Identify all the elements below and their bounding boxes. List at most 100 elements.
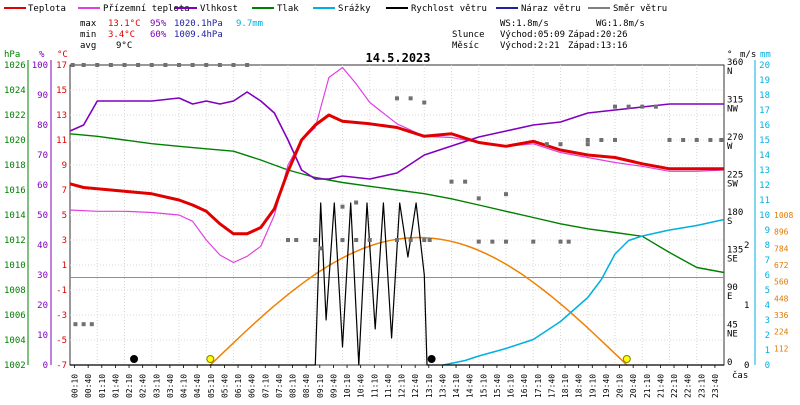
info-sun-label: Slunce	[452, 30, 485, 40]
wind-direction-point	[504, 239, 508, 244]
time-tick-label: 21:40	[656, 374, 665, 398]
rain-tick-label: 16	[759, 121, 770, 131]
direction-tick-name: SE	[727, 255, 738, 265]
legend-naraz-vetru: Náraz větru	[521, 4, 581, 14]
wind-direction-point	[81, 63, 86, 67]
info-moonrise: Východ:2:21	[500, 41, 560, 51]
rain-tick-label: 20	[759, 61, 770, 71]
rain-tick-label: 7	[765, 256, 770, 266]
legend-prizemni-teplota: Přízemní teplota	[103, 4, 190, 14]
legend-teplota: Teplota	[28, 4, 66, 14]
time-tick-label: 10:40	[357, 374, 366, 398]
info-wg: WG:1.8m/s	[596, 19, 645, 29]
wind-direction-point	[613, 138, 617, 142]
rain-tick-label: 18	[759, 91, 770, 101]
time-tick-label: 03:10	[152, 374, 161, 398]
rain-tick-label: 10	[759, 211, 770, 221]
legend-rychlost-vetru: Rychlost větru	[411, 4, 487, 14]
wind-direction-point	[81, 322, 86, 327]
rain-tick-label: 2	[765, 331, 770, 341]
temp-tick-label: 9	[62, 161, 67, 171]
rain-right-tick-label: 1008	[774, 211, 793, 220]
time-tick-label: 01:10	[98, 374, 107, 398]
direction-tick-name: SW	[727, 180, 738, 190]
direction-tick-label: 270	[727, 133, 743, 143]
series-vlhkost	[69, 91, 724, 180]
direction-tick-label: 90	[727, 283, 738, 293]
wind-direction-point	[667, 138, 672, 142]
sunset-marker	[622, 355, 631, 363]
time-tick-label: 19:40	[602, 374, 611, 398]
wind-direction-point	[204, 63, 209, 67]
rain-tick-label: 0	[765, 361, 770, 371]
rain-tick-label: 3	[765, 316, 770, 326]
time-tick-label: 21:10	[643, 374, 652, 398]
direction-tick-name: NE	[727, 330, 738, 340]
unit-pressure: hPa	[4, 50, 20, 60]
rain-right-tick-label: 112	[774, 344, 789, 353]
wind-direction-point	[585, 138, 590, 142]
unit-rain: mm	[760, 50, 771, 60]
legend-srazky: Srážky	[338, 4, 371, 14]
wind-direction-point	[626, 104, 631, 109]
stat-max-hum: 95%	[150, 19, 167, 29]
stat-max-label: max	[80, 19, 97, 29]
direction-tick-label: 360	[727, 58, 743, 68]
direction-tick-label: 315	[727, 96, 743, 106]
pressure-tick-label: 1008	[4, 286, 26, 296]
rain-tick-label: 11	[759, 196, 770, 206]
rain-right-tick-label: 224	[774, 328, 789, 337]
rain-tick-label: 6	[765, 271, 770, 281]
rain-tick-label: 17	[759, 106, 770, 116]
direction-tick-label: 135	[727, 246, 743, 256]
time-tick-label: 20:10	[616, 374, 625, 398]
wind-direction-point	[354, 200, 359, 205]
info-moon-label: Měsíc	[452, 41, 479, 51]
stat-max-rain: 9.7mm	[236, 19, 263, 29]
wind-tick-label: 2	[744, 241, 749, 251]
humidity-tick-label: 0	[43, 361, 48, 371]
direction-tick-name: NW	[727, 105, 738, 115]
wind-direction-point	[340, 238, 345, 242]
humidity-tick-label: 40	[37, 241, 48, 251]
time-tick-label: 12:40	[411, 374, 420, 398]
info-block: WS:1.8m/s WG:1.8m/s Slunce Východ:05:09 …	[452, 19, 645, 51]
wind-direction-point	[395, 238, 399, 242]
time-tick-label: 18:10	[561, 374, 570, 398]
wind-direction-point	[694, 138, 699, 142]
moonset-marker	[427, 355, 436, 363]
humidity-tick-label: 30	[37, 271, 48, 281]
wind-direction-point	[149, 63, 154, 67]
chart-title: 14.5.2023	[365, 51, 430, 65]
pressure-tick-label: 1012	[4, 236, 26, 246]
wind-direction-point	[422, 238, 427, 242]
direction-tick-name: E	[727, 292, 732, 302]
time-tick-label: 16:40	[520, 374, 529, 398]
temp-tick-label: 3	[62, 236, 67, 246]
wind-direction-point	[708, 138, 713, 142]
humidity-tick-label: 70	[37, 151, 48, 161]
time-tick-label: 04:10	[180, 374, 189, 398]
time-tick-label: 11:10	[370, 374, 379, 398]
wind-direction-point	[95, 63, 100, 67]
rain-right-tick-label: 448	[774, 294, 789, 303]
wind-direction-point	[463, 179, 468, 184]
time-tick-label: 08:40	[302, 374, 311, 398]
series-rychlost-vetru	[70, 202, 724, 366]
direction-tick-label: 180	[727, 208, 743, 218]
wind-direction-point	[544, 142, 549, 147]
series-srazky	[443, 218, 725, 366]
sunrise-marker	[206, 355, 215, 363]
series-prizemni-teplota	[69, 66, 725, 264]
temp-tick-label: 13	[56, 111, 67, 121]
wind-direction-point	[354, 238, 359, 242]
wind-direction-point	[231, 63, 236, 67]
wind-direction-point	[427, 238, 432, 242]
pressure-tick-label: 1020	[4, 136, 26, 146]
rain-tick-label: 9	[765, 226, 770, 236]
time-tick-label: 15:10	[479, 374, 488, 398]
stat-min-label: min	[80, 30, 96, 40]
time-tick-label: 00:40	[84, 374, 93, 398]
sun-arc	[209, 236, 628, 366]
